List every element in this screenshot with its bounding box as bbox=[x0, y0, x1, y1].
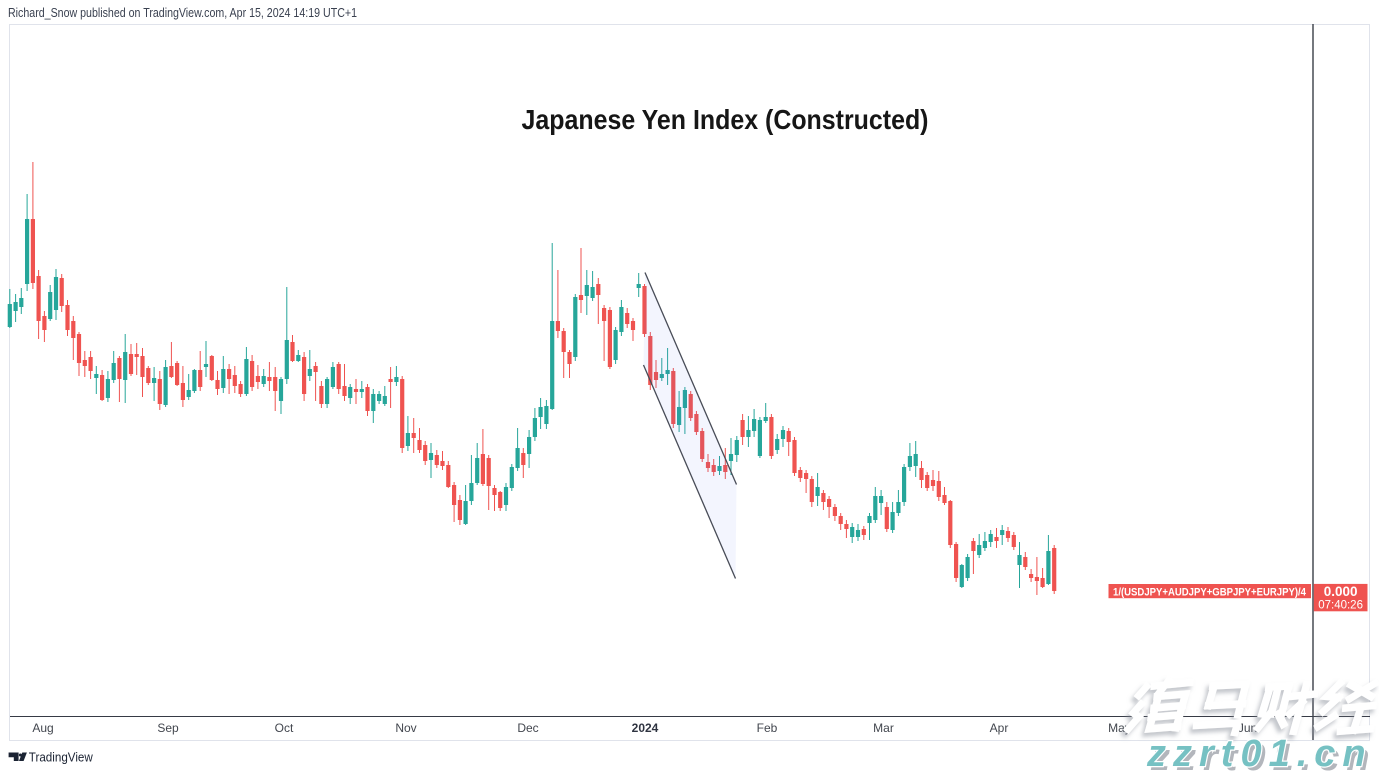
svg-text:Feb: Feb bbox=[757, 721, 778, 735]
svg-text:Mar: Mar bbox=[873, 721, 894, 735]
svg-text:07:40:26: 07:40:26 bbox=[1318, 600, 1363, 612]
svg-text:Jun: Jun bbox=[1238, 721, 1257, 735]
svg-text:1/(USDJPY+AUDJPY+GBPJPY+EURJPY: 1/(USDJPY+AUDJPY+GBPJPY+EURJPY)/4 bbox=[1113, 587, 1307, 599]
svg-text:Nov: Nov bbox=[395, 721, 416, 735]
svg-text:Oct: Oct bbox=[275, 721, 294, 735]
svg-text:0.000: 0.000 bbox=[1324, 584, 1358, 599]
svg-text:Richard_Snow published on Trad: Richard_Snow published on TradingView.co… bbox=[8, 5, 357, 20]
svg-text:zzrt01.cn: zzrt01.cn bbox=[1146, 733, 1373, 773]
svg-text:zzrt01.cn: zzrt01.cn bbox=[1150, 737, 1377, 773]
svg-text:Apr: Apr bbox=[990, 721, 1009, 735]
svg-text:Japanese Yen Index (Constructe: Japanese Yen Index (Constructed) bbox=[522, 104, 929, 135]
svg-text:Dec: Dec bbox=[517, 721, 538, 735]
svg-text:TradingView: TradingView bbox=[29, 749, 94, 764]
svg-text:Aug: Aug bbox=[32, 721, 53, 735]
svg-text:2024: 2024 bbox=[632, 721, 659, 735]
svg-text:Sep: Sep bbox=[157, 721, 179, 735]
